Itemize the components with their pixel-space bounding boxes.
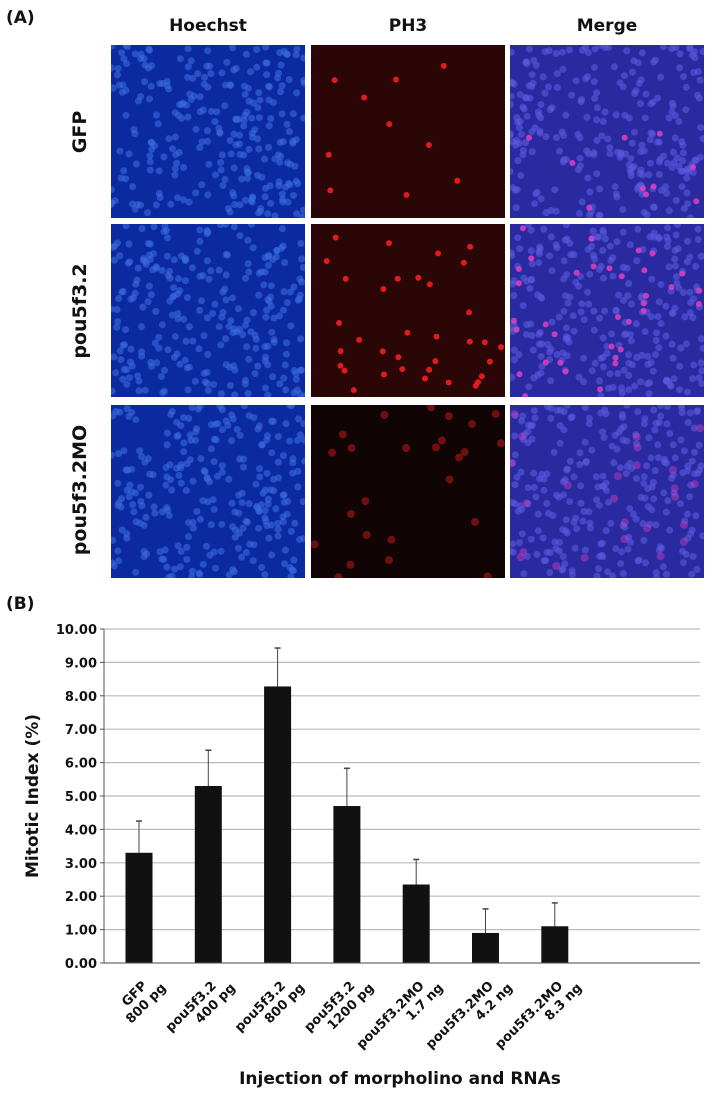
y-tick-label: 8.00: [65, 690, 97, 705]
micrograph-merge-row2: [510, 224, 704, 397]
y-tick-label: 4.00: [65, 823, 97, 838]
bar: [264, 686, 292, 963]
bar: [125, 852, 153, 963]
bar: [472, 932, 499, 963]
micrograph-ph3-row2: [311, 224, 505, 397]
y-tick-label: 6.00: [65, 757, 97, 772]
bar: [402, 884, 430, 963]
bar: [194, 785, 222, 963]
y-tick-label: 2.00: [65, 890, 97, 905]
x-axis-label: Injection of morpholino and RNAs: [239, 1069, 561, 1089]
y-tick-label: 9.00: [65, 656, 97, 671]
micrograph-hoechst-row3: [111, 405, 305, 578]
y-tick-label: 5.00: [65, 790, 97, 805]
micrograph-ph3-row1: [311, 45, 505, 218]
micrograph-ph3-row3: [311, 405, 505, 578]
y-tick-label: 10.00: [56, 623, 97, 638]
micrograph-merge-row1: [510, 45, 704, 218]
column-header-merge: Merge: [576, 16, 638, 36]
y-tick-label: 7.00: [65, 723, 97, 738]
bar: [541, 926, 569, 963]
y-tick-label: 3.00: [65, 857, 97, 872]
micrograph-merge-row3: [510, 405, 704, 578]
column-header-ph3: PH3: [388, 16, 428, 36]
panel-a-label: (A): [6, 8, 35, 28]
micrograph-hoechst-row1: [111, 45, 305, 218]
column-header-hoechst: Hoechst: [169, 16, 247, 36]
y-tick-label: 0.00: [65, 957, 97, 972]
panel-b-label: (B): [6, 594, 35, 614]
bar: [333, 806, 361, 963]
micrograph-hoechst-row2: [111, 224, 305, 397]
y-axis-label: Mitotic Index (%): [23, 714, 43, 878]
y-tick-label: 1.00: [65, 924, 97, 939]
